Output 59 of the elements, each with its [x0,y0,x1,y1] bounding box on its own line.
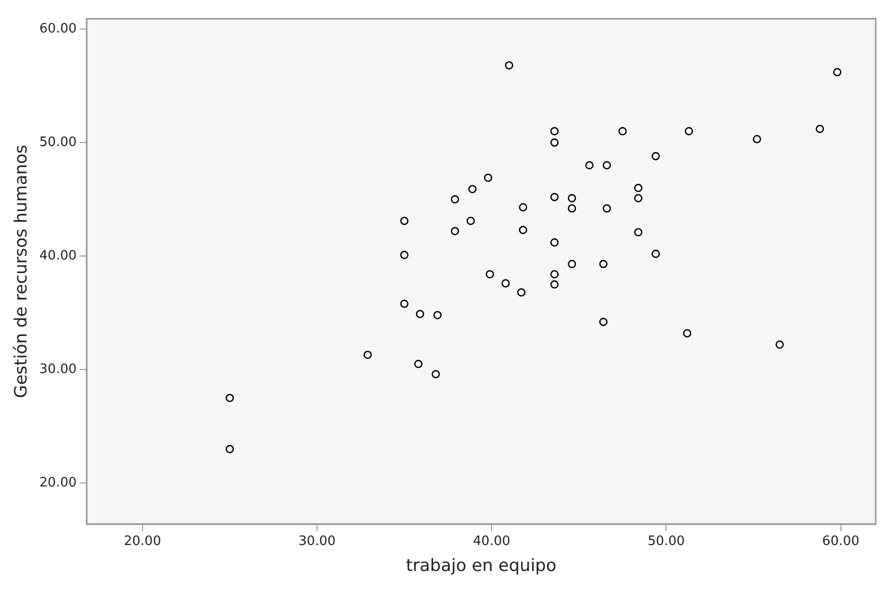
point [414,360,422,368]
point [450,195,460,204]
point [504,61,514,70]
x-axis-title: trabajo en equipo [406,556,556,576]
y-tick-label: 60.00 [39,21,77,36]
y-tick-label: 40.00 [39,248,77,264]
y-tick-label: 30.00 [39,362,77,377]
y-axis-title: Gestión de recursos humanos [12,144,32,398]
point [833,68,842,76]
point [618,127,627,136]
point [226,444,234,454]
point [585,161,594,170]
point [450,226,460,236]
point [518,226,528,234]
point [486,270,494,278]
point [684,127,694,136]
point [752,134,762,144]
point [550,138,559,147]
point [518,203,528,212]
point [466,216,475,226]
point [432,370,440,378]
x-tick-label: 60.00 [822,534,860,550]
point [652,250,660,258]
point [550,280,559,289]
point [400,216,408,226]
point [400,300,408,308]
x-tick-label: 50.00 [648,534,685,550]
y-tick-label: 50.00 [39,134,77,150]
point [683,329,692,338]
point [599,260,608,268]
point [602,161,612,170]
point [517,288,526,297]
point [416,310,424,318]
point [501,279,510,288]
point [550,192,559,202]
point [634,194,642,202]
point [602,204,612,213]
point [599,318,608,326]
point [433,310,442,320]
point [634,228,642,236]
point [550,238,559,247]
x-tick-label: 40.00 [473,534,510,550]
point [652,152,660,160]
x-tick-label: 20.00 [124,534,162,550]
point [550,270,559,278]
point [568,260,576,268]
point [634,184,642,192]
point [484,174,492,182]
point [550,127,559,136]
x-tick-label: 30.00 [298,534,336,550]
point [568,194,576,202]
point [468,184,477,194]
point [816,124,824,134]
point [568,204,576,213]
point [364,350,372,359]
y-tick-label: 20.00 [39,476,77,491]
point [226,394,234,402]
point [776,340,784,349]
point [400,250,408,260]
